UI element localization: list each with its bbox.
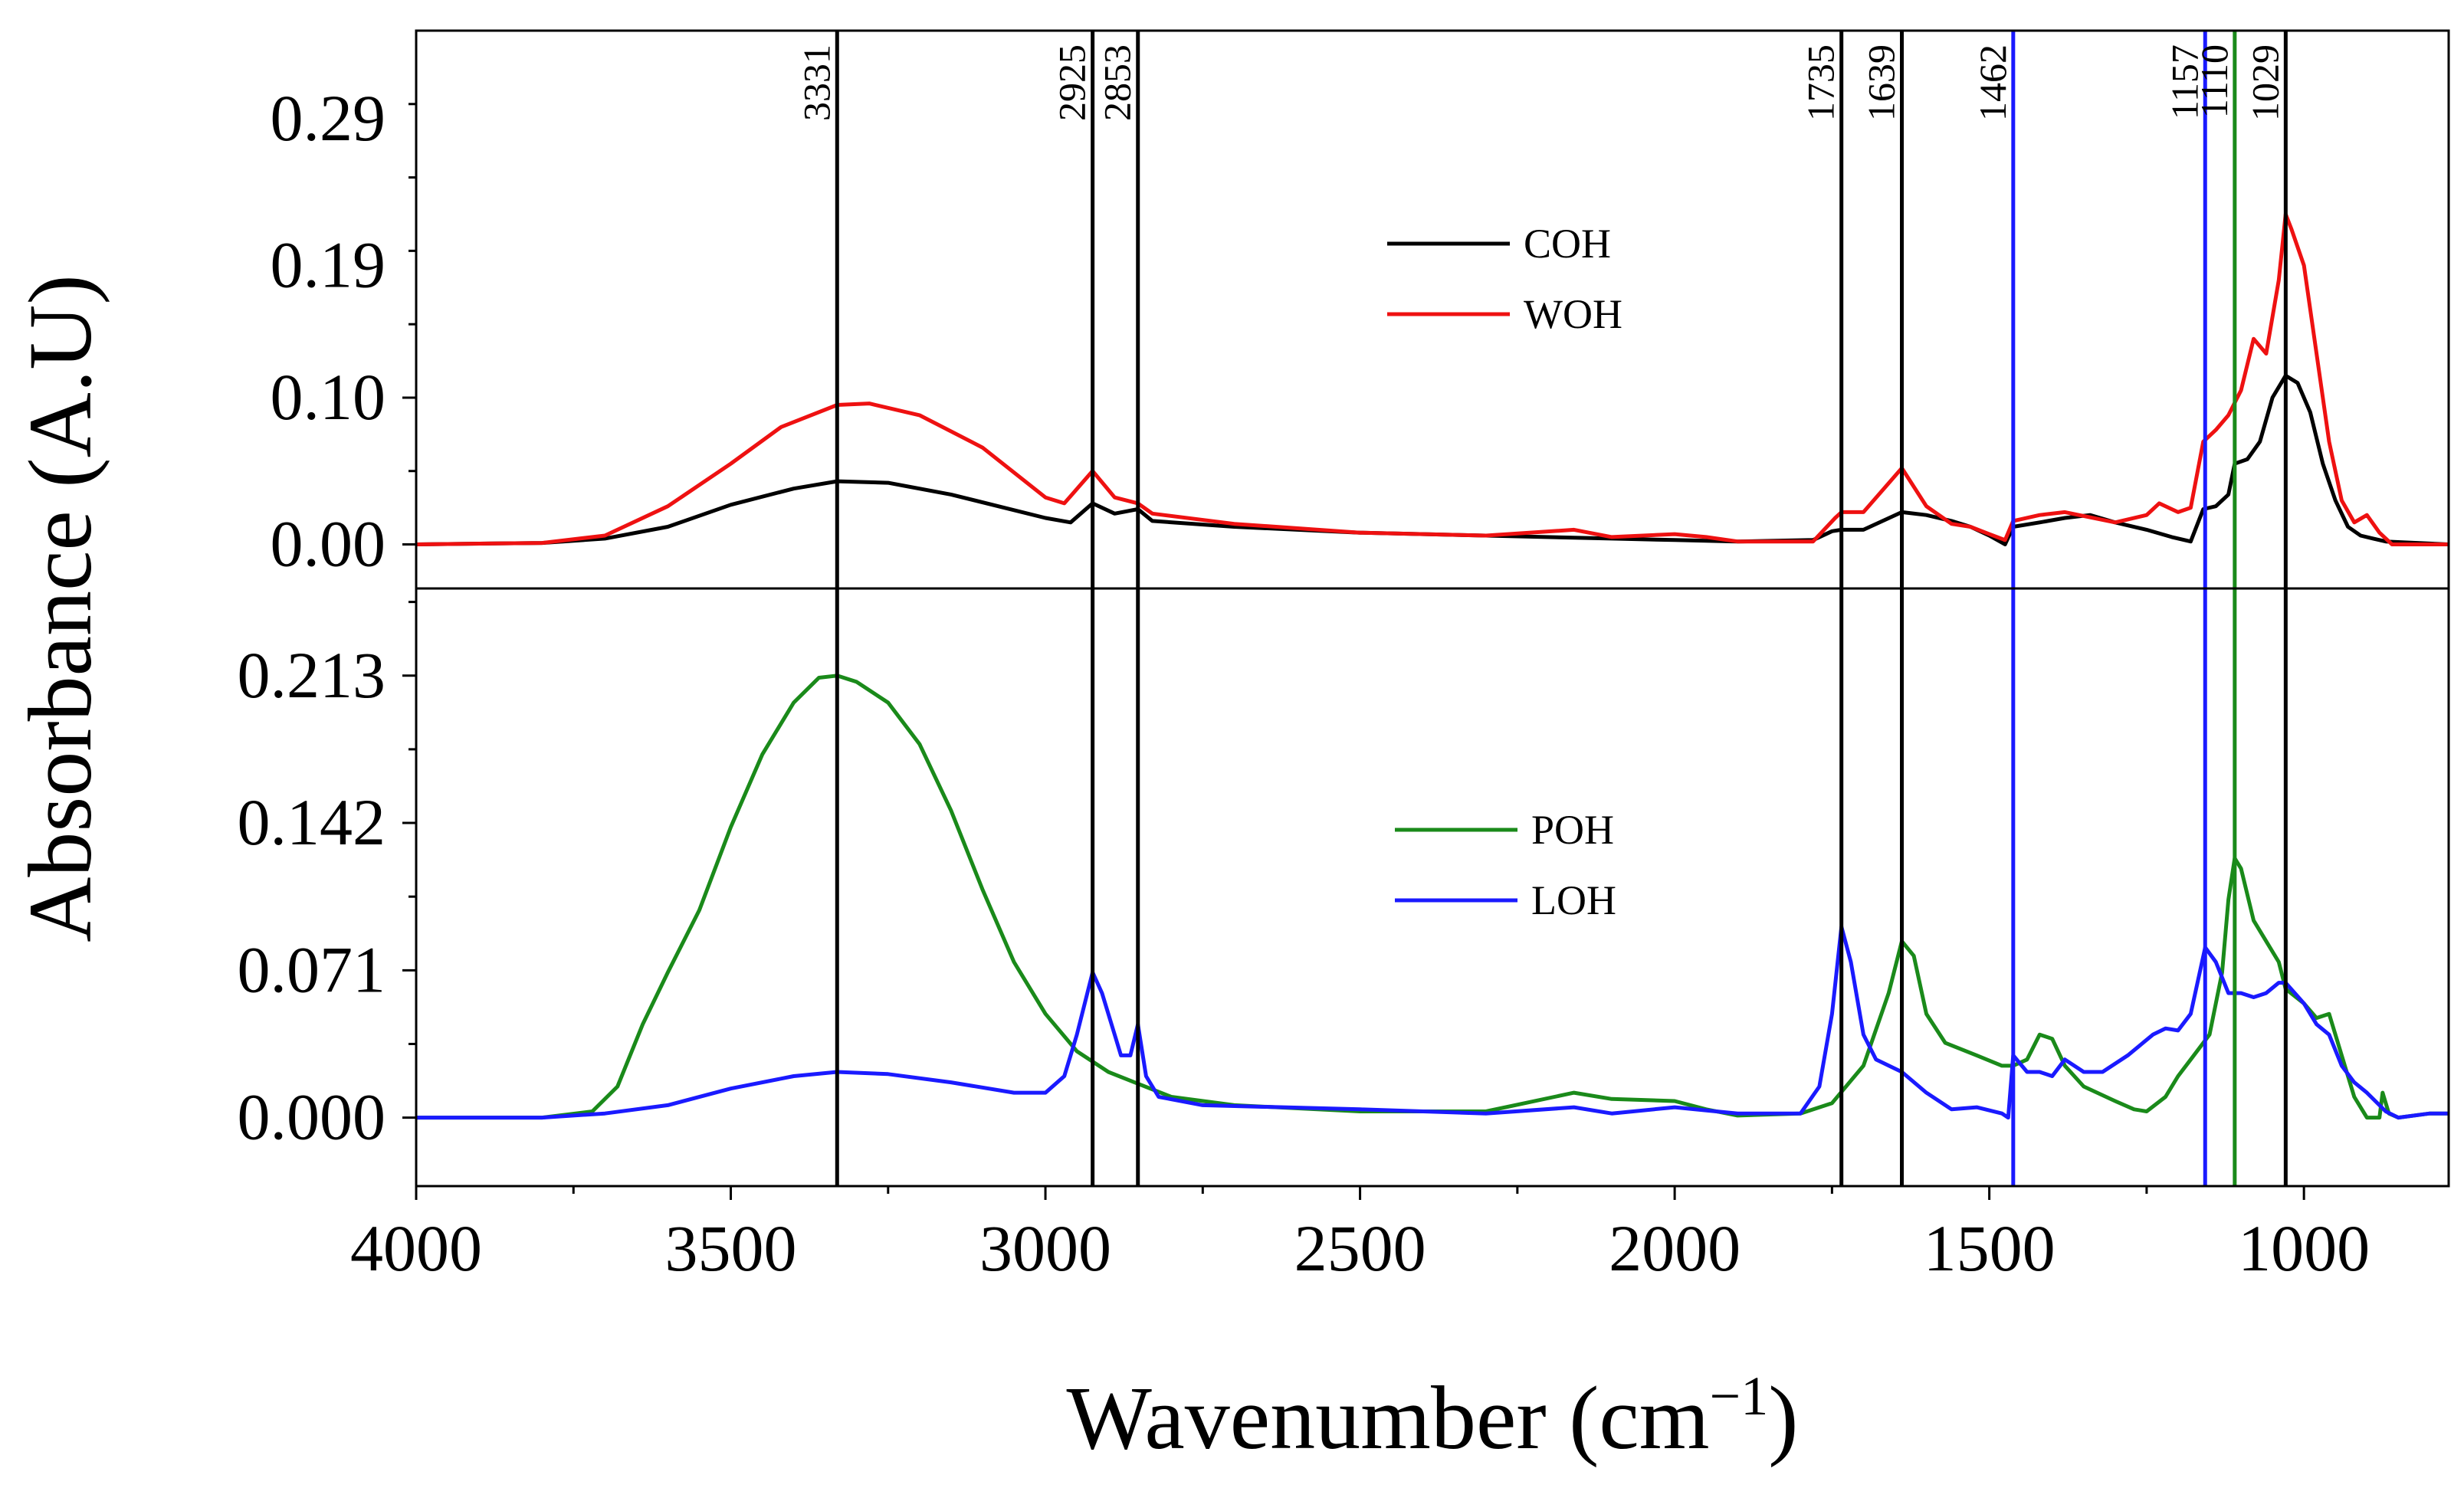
y-tick-label-top-0.00: 0.00 — [271, 507, 386, 581]
peak-label-1110: 1110 — [2193, 44, 2236, 118]
legend-label-coh: COH — [1524, 221, 1611, 267]
x-tick-label-2500: 2500 — [1294, 1211, 1426, 1285]
plot-frame — [415, 29, 2450, 1188]
peak-label-1735: 1735 — [1800, 44, 1842, 121]
x-axis-title-close: ) — [1768, 1368, 1798, 1468]
y-tick-label-bottom-0.071: 0.071 — [238, 932, 386, 1006]
y-tick-label-top-0.19: 0.19 — [271, 228, 386, 302]
y-axis-title: Absorbance (A.U) — [10, 274, 110, 942]
peak-label-3331: 3331 — [795, 44, 838, 121]
x-tick-label-1000: 1000 — [2238, 1211, 2370, 1285]
peak-label-2853: 2853 — [1096, 44, 1139, 121]
x-tick-label-1500: 1500 — [1924, 1211, 2056, 1285]
legends: COH WOH POH LOH — [1387, 221, 1622, 923]
peak-label-1639: 1639 — [1860, 44, 1903, 121]
tick-labels: 4000 3500 3000 2500 2000 1500 1000 0.00 0.10 0.19… — [238, 81, 2370, 1285]
y-tick-label-bottom-0.000: 0.000 — [238, 1080, 386, 1154]
x-axis-title-main: Wavenumber (cm — [1067, 1368, 1710, 1468]
peak-label-2925: 2925 — [1051, 44, 1094, 121]
series-lines — [415, 212, 2449, 1120]
y-tick-label-top-0.29: 0.29 — [271, 81, 386, 155]
series-line-poh — [416, 674, 2449, 1120]
legend-label-woh: WOH — [1524, 291, 1622, 337]
axes-frame — [415, 29, 2450, 1188]
x-axis-title: Wavenumber (cm−1) — [1067, 1365, 1799, 1468]
series-line-coh — [415, 373, 2449, 546]
x-tick-label-4000: 4000 — [350, 1211, 482, 1285]
peak-label-1157: 1157 — [2163, 44, 2206, 120]
y-tick-label-top-0.10: 0.10 — [271, 360, 386, 434]
y-tick-label-bottom-0.142: 0.142 — [238, 785, 386, 859]
legend-label-poh: POH — [1531, 807, 1614, 853]
x-tick-label-3500: 3500 — [665, 1211, 797, 1285]
legend-label-loh: LOH — [1531, 877, 1616, 923]
series-line-woh — [415, 212, 2449, 546]
x-tick-label-3000: 3000 — [979, 1211, 1111, 1285]
series-line-loh — [416, 925, 2449, 1120]
x-tick-label-2000: 2000 — [1609, 1211, 1741, 1285]
peak-label-1462: 1462 — [1971, 44, 2014, 121]
x-axis-title-superscript: −1 — [1710, 1365, 1769, 1427]
peak-label-1029: 1029 — [2243, 44, 2286, 121]
y-tick-label-bottom-0.213: 0.213 — [238, 638, 386, 712]
axis-ticks — [402, 103, 2305, 1200]
